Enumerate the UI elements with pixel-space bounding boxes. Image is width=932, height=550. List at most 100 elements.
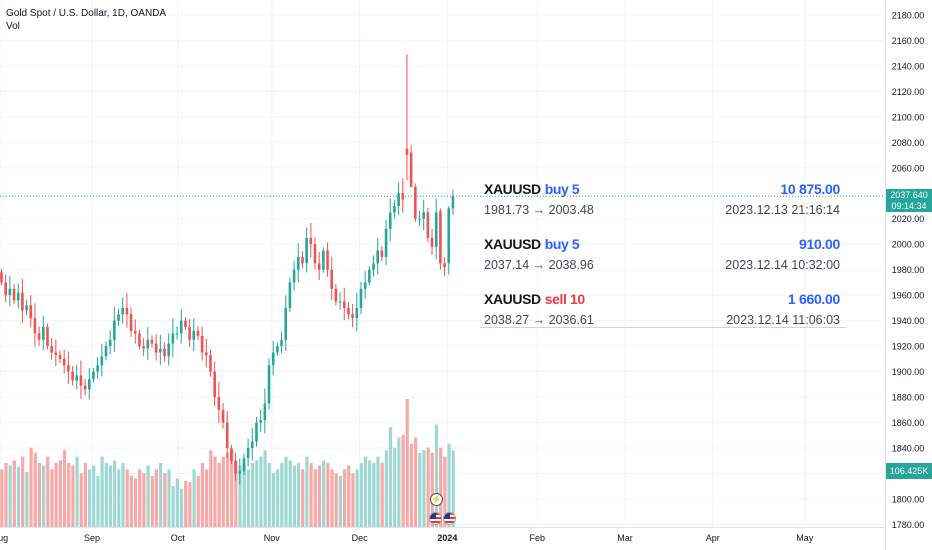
volume-bar — [58, 460, 62, 527]
volume-bar — [96, 475, 100, 527]
candle-body — [242, 458, 246, 471]
candle-body — [309, 237, 313, 245]
flag-canton — [444, 513, 450, 519]
volume-bar — [271, 473, 276, 527]
candle-body — [154, 343, 158, 353]
x-tick-label: May — [796, 533, 814, 543]
x-tick-label: Feb — [529, 533, 545, 543]
candle-body — [447, 208, 451, 264]
trade-symbol: XAUUSD buy 5 — [484, 236, 580, 252]
trade-symbol: XAUUSD buy 5 — [484, 181, 580, 197]
x-tick-label: Apr — [706, 533, 720, 543]
volume-bar — [368, 460, 372, 527]
candle-body — [434, 212, 438, 247]
volume-bar — [384, 450, 388, 527]
time-axis[interactable]: Aug Sep Oct Nov Dec 2024 Feb Mar Apr May — [0, 533, 814, 543]
volume-bar — [167, 469, 171, 527]
volume-bar — [414, 437, 418, 527]
candle-body — [167, 343, 170, 357]
candle-body — [359, 288, 363, 308]
candle-body — [50, 346, 53, 353]
candle-body — [163, 348, 166, 357]
volume-bar — [163, 473, 167, 527]
volume-bar — [50, 469, 54, 527]
candle-body — [326, 250, 329, 270]
volume-bar — [37, 463, 42, 527]
volume-indicator-label[interactable]: Vol — [6, 21, 20, 32]
volume-bar — [159, 463, 163, 527]
candle-body — [342, 301, 346, 308]
trade-side: buy 5 — [544, 181, 580, 197]
candle-body — [347, 307, 350, 315]
y-tick-label: 1800.00 — [892, 495, 925, 505]
candle-body — [125, 307, 129, 315]
us-flag-icon[interactable] — [429, 512, 442, 525]
volume-bar — [267, 463, 271, 527]
candle-body — [113, 320, 116, 340]
y-tick-label: 1780.00 — [892, 520, 925, 530]
volume-bar — [209, 450, 213, 527]
candle-body — [430, 237, 434, 247]
volume-bar — [388, 427, 393, 527]
y-tick-label: 2080.00 — [892, 138, 925, 148]
volume-bar — [42, 465, 46, 527]
volume-bar — [284, 456, 288, 527]
candle-body — [405, 148, 409, 156]
candle-body — [133, 330, 137, 334]
trade-profit: 910.00 — [798, 236, 840, 252]
volume-bar — [46, 456, 50, 527]
volume-bar — [347, 465, 351, 527]
candle-body — [301, 256, 304, 264]
candle-body — [376, 250, 379, 264]
last-price-label: 2037.640 09:14:34 — [886, 189, 932, 212]
us-flag-icon[interactable] — [443, 512, 456, 525]
y-tick-label: 2020.00 — [892, 214, 925, 224]
y-tick-label: 2100.00 — [892, 112, 925, 122]
volume-bar — [104, 463, 108, 527]
volume-bar — [62, 450, 67, 527]
volume-bar — [146, 465, 150, 527]
volume-bar — [213, 456, 217, 527]
candle-body — [196, 330, 200, 336]
lightning-icon[interactable]: ⚡ — [430, 493, 443, 506]
volume-bar — [351, 473, 355, 527]
volume-bar — [12, 460, 16, 527]
x-tick-label: 2024 — [437, 533, 457, 543]
volume-bar — [29, 447, 33, 527]
price-axis[interactable]: 1780.001800.001820.001840.001860.001880.… — [892, 10, 925, 530]
candlestick-series — [0, 54, 455, 485]
candle-body — [8, 288, 12, 296]
volume-bar — [138, 469, 142, 527]
candle-body — [25, 305, 28, 311]
candle-body — [104, 346, 108, 357]
volume-bar — [305, 456, 309, 527]
candle-body — [451, 196, 455, 209]
volume-bar — [108, 465, 113, 527]
y-tick-label: 1960.00 — [892, 291, 925, 301]
volume-bar — [251, 463, 255, 527]
volume-bar — [71, 465, 75, 527]
candle-body — [305, 237, 308, 264]
symbol-title[interactable]: Gold Spot / U.S. Dollar, 1D, OANDA — [6, 8, 167, 19]
volume-bar — [342, 469, 347, 527]
volume-bar — [154, 469, 159, 527]
candle-body — [330, 269, 334, 289]
candle-body — [171, 333, 175, 344]
bar-countdown: 09:14:34 — [891, 201, 927, 211]
candle-body — [259, 420, 262, 423]
x-tick-label: Oct — [171, 533, 186, 543]
volume-bar — [184, 480, 188, 527]
trade-profit: 10 875.00 — [780, 181, 840, 197]
candle-body — [296, 256, 300, 270]
volume-bar — [225, 452, 230, 527]
candle-body — [230, 448, 233, 461]
volume-bar — [92, 465, 96, 527]
candle-body — [138, 333, 141, 347]
volume-bar — [150, 475, 154, 527]
volume-bar — [259, 456, 263, 527]
candle-body — [409, 152, 413, 187]
candle-body — [238, 470, 242, 474]
volume-bar — [121, 463, 125, 527]
volume-bar — [129, 475, 133, 527]
